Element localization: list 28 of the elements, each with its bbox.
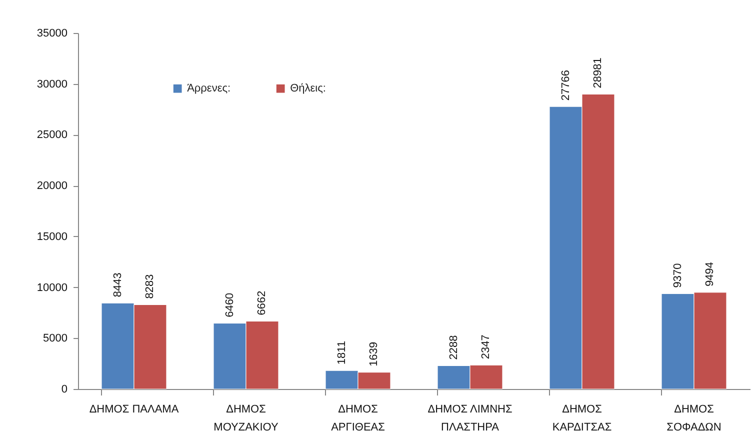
y-tick-label: 10000 [36, 282, 68, 294]
x-tick-label: ΔΗΜΟΣ ΑΡΓΙΘΕΑΣ [331, 404, 386, 434]
data-label: 27766 [560, 70, 572, 101]
y-tick-label: 20000 [36, 180, 68, 192]
legend-label: Άρρενες: [187, 82, 231, 95]
y-tick-label: 15000 [36, 230, 68, 243]
data-label: 8283 [144, 274, 156, 299]
data-label: 9494 [704, 262, 716, 286]
data-label: 6662 [256, 290, 268, 316]
data-label: 8443 [112, 272, 124, 298]
y-tick-label: 0 [61, 384, 68, 396]
data-label: 2288 [448, 335, 460, 360]
data-label: 6460 [224, 292, 236, 318]
data-label: 1639 [368, 342, 380, 366]
data-label: 28981 [592, 58, 604, 88]
legend-label: Θήλεις: [290, 82, 326, 95]
data-label: 9370 [672, 263, 684, 288]
x-tick-label: ΔΗΜΟΣ ΛΙΜΝΗΣ ΠΛΑΣΤΗΡΑ [428, 404, 512, 434]
data-label: 2347 [480, 334, 492, 360]
x-tick-label: ΔΗΜΟΣ ΣΟΦΑΔΩΝ [666, 404, 722, 434]
x-tick-label: ΔΗΜΟΣ ΚΑΡΔΙΤΣΑΣ [552, 404, 612, 434]
y-tick-label: 5000 [43, 332, 68, 345]
data-label: 1811 [336, 340, 348, 365]
y-tick-label: 30000 [36, 78, 68, 90]
y-tick-label: 25000 [36, 129, 68, 142]
x-tick-label: ΔΗΜΟΣ ΜΟΥΖΑΚΙΟΥ [214, 404, 279, 434]
y-tick-label: 35000 [36, 28, 68, 40]
x-tick-label: ΔΗΜΟΣ ΠΑΛΑΜΑ [89, 404, 180, 416]
